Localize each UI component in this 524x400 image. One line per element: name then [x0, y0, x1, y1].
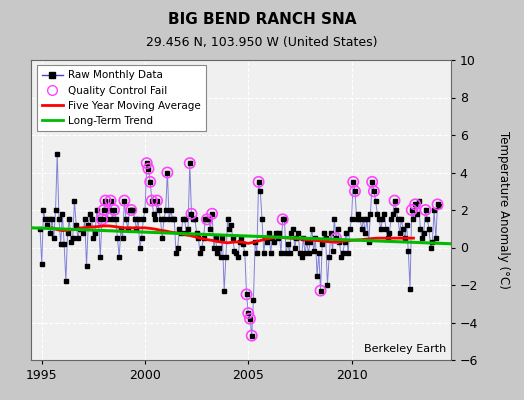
Point — [127, 207, 135, 213]
Point — [332, 235, 340, 241]
Point — [390, 198, 399, 204]
Point — [243, 291, 251, 298]
Point — [408, 207, 416, 213]
Text: BIG BEND RANCH SNA: BIG BEND RANCH SNA — [168, 12, 356, 27]
Point — [203, 216, 211, 222]
Point — [98, 216, 106, 222]
Point — [120, 198, 128, 204]
Point — [247, 332, 256, 339]
Point — [421, 207, 430, 213]
Point — [370, 188, 378, 194]
Text: 29.456 N, 103.950 W (United States): 29.456 N, 103.950 W (United States) — [146, 36, 378, 49]
Point — [208, 210, 216, 217]
Point — [244, 310, 253, 316]
Point — [163, 169, 171, 176]
Point — [143, 160, 151, 166]
Y-axis label: Temperature Anomaly (°C): Temperature Anomaly (°C) — [497, 131, 510, 289]
Point — [278, 216, 287, 222]
Point — [351, 188, 359, 194]
Point — [144, 166, 152, 172]
Point — [433, 201, 442, 208]
Point — [106, 198, 115, 204]
Legend: Raw Monthly Data, Quality Control Fail, Five Year Moving Average, Long-Term Tren: Raw Monthly Data, Quality Control Fail, … — [37, 65, 206, 131]
Point — [153, 198, 161, 204]
Point — [187, 210, 195, 217]
Point — [368, 179, 376, 185]
Point — [254, 179, 263, 185]
Point — [100, 207, 108, 213]
Point — [316, 288, 325, 294]
Point — [146, 179, 155, 185]
Point — [101, 198, 110, 204]
Point — [246, 316, 254, 322]
Point — [411, 201, 419, 208]
Point — [110, 207, 118, 213]
Point — [185, 160, 194, 166]
Point — [148, 198, 156, 204]
Text: Berkeley Earth: Berkeley Earth — [364, 344, 446, 354]
Point — [349, 179, 357, 185]
